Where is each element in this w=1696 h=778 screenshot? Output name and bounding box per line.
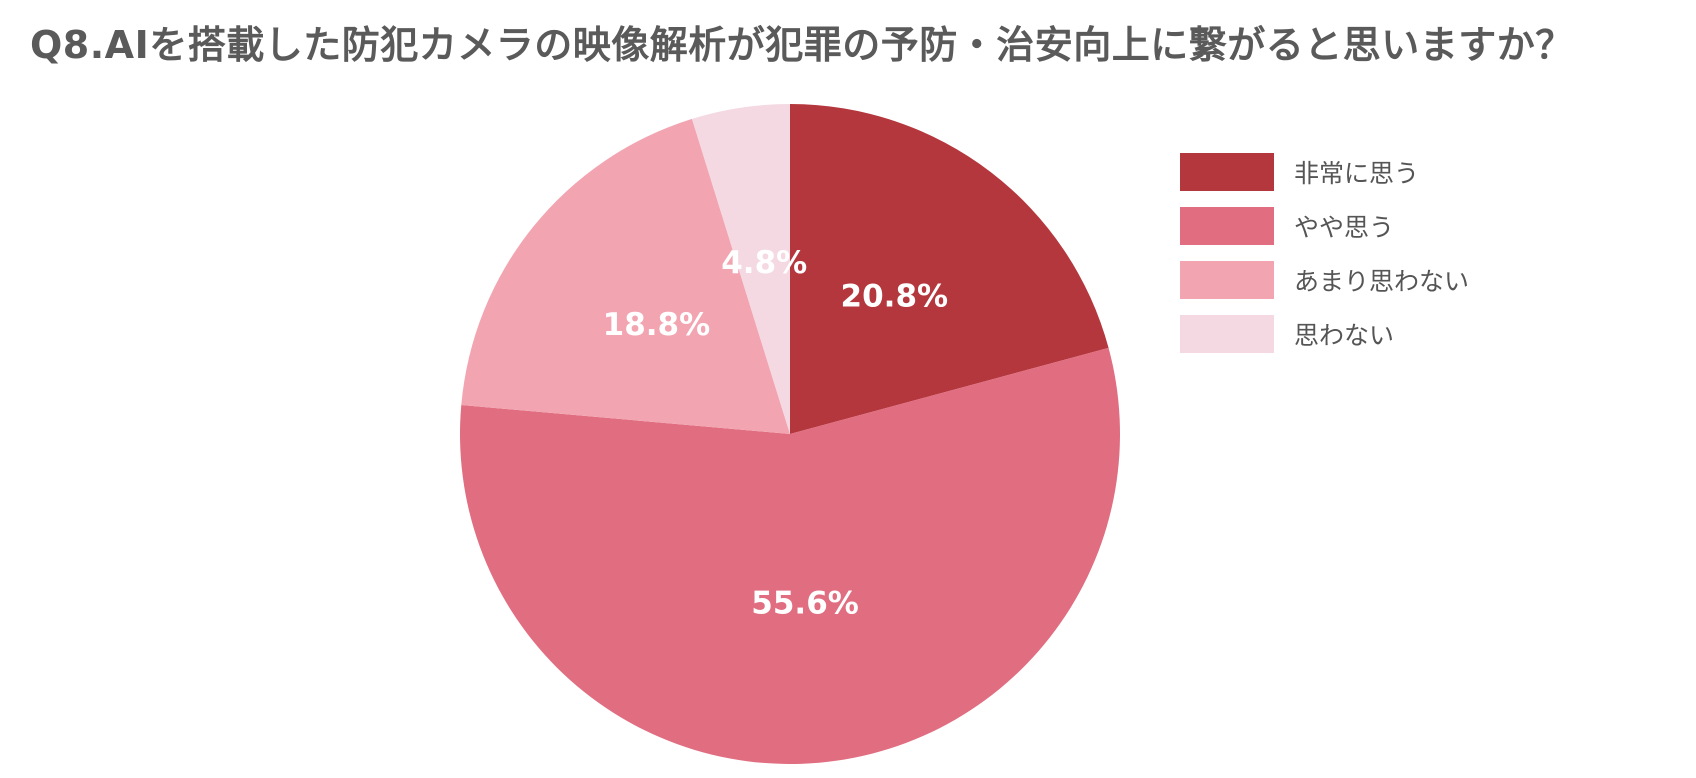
legend-item-1: 非常に思う xyxy=(1180,153,1469,191)
legend-item-3: あまり思わない xyxy=(1180,261,1469,299)
slice-value-label-1: 20.8% xyxy=(841,278,949,314)
pie-slices xyxy=(460,104,1120,765)
legend-swatch xyxy=(1180,261,1274,299)
legend-swatch xyxy=(1180,153,1274,191)
legend-label: 非常に思う xyxy=(1294,159,1420,188)
legend-label: やや思う xyxy=(1294,213,1395,242)
slice-value-label-2: 55.6% xyxy=(751,585,859,621)
legend: 非常に思うやや思うあまり思わない 思わない xyxy=(1180,153,1469,369)
legend-label: 思わない xyxy=(1294,321,1395,350)
pie-slice-1 xyxy=(790,104,1109,434)
pie-slice-3 xyxy=(461,118,790,434)
slice-value-label-3: 18.8% xyxy=(603,307,711,343)
pie-slice-4 xyxy=(691,104,790,434)
slice-value-label-4: 4.8% xyxy=(721,245,807,281)
legend-item-2: やや思う xyxy=(1180,207,1469,245)
legend-swatch xyxy=(1180,207,1274,245)
pie-slice-2 xyxy=(460,347,1120,765)
legend-item-4: 思わない xyxy=(1180,315,1469,353)
legend-label: あまり思わない xyxy=(1294,267,1470,296)
pie-slice-labels: 20.8% 55.6% 18.8% 4.8% xyxy=(603,245,948,622)
chart-title: Q8.AIを搭載した防犯カメラの映像解析が犯罪の予防・治安向上に繋がると思います… xyxy=(30,23,1574,67)
legend-swatch xyxy=(1180,315,1274,353)
